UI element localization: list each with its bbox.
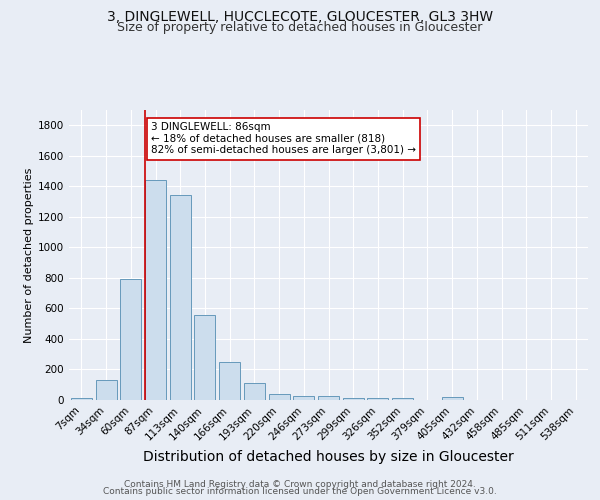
Bar [318, 396, 339, 400]
Bar [71, 398, 92, 400]
Bar [392, 398, 413, 400]
Text: Size of property relative to detached houses in Gloucester: Size of property relative to detached ho… [118, 21, 482, 34]
Bar [367, 398, 388, 400]
Bar [194, 314, 215, 400]
Bar [269, 394, 290, 400]
Text: Contains HM Land Registry data © Crown copyright and database right 2024.: Contains HM Land Registry data © Crown c… [124, 480, 476, 489]
Bar [244, 383, 265, 400]
Text: 3, DINGLEWELL, HUCCLECOTE, GLOUCESTER, GL3 3HW: 3, DINGLEWELL, HUCCLECOTE, GLOUCESTER, G… [107, 10, 493, 24]
Text: 3 DINGLEWELL: 86sqm
← 18% of detached houses are smaller (818)
82% of semi-detac: 3 DINGLEWELL: 86sqm ← 18% of detached ho… [151, 122, 416, 156]
Bar [442, 396, 463, 400]
X-axis label: Distribution of detached houses by size in Gloucester: Distribution of detached houses by size … [143, 450, 514, 464]
Bar [95, 380, 116, 400]
Bar [170, 196, 191, 400]
Bar [219, 362, 240, 400]
Bar [343, 398, 364, 400]
Bar [145, 180, 166, 400]
Bar [293, 396, 314, 400]
Text: Contains public sector information licensed under the Open Government Licence v3: Contains public sector information licen… [103, 488, 497, 496]
Bar [120, 280, 141, 400]
Y-axis label: Number of detached properties: Number of detached properties [24, 168, 34, 342]
